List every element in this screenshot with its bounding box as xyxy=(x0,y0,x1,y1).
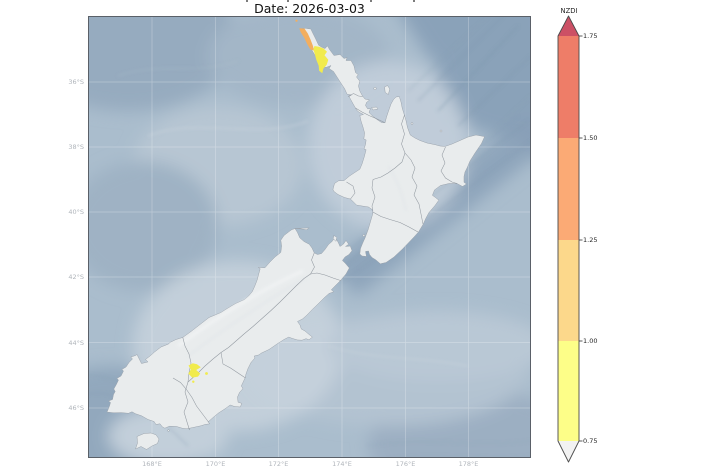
lon-tick-170e: 170°E xyxy=(205,460,226,468)
colorbar-tick-100: 1.00 xyxy=(583,337,598,345)
colorbar-tickmarks xyxy=(579,35,583,442)
colorbar-tick-150: 1.50 xyxy=(583,134,598,142)
colorbar-segment-100-125 xyxy=(558,240,579,341)
lat-tick-36s: 36°S xyxy=(68,78,84,86)
lat-tick-42s: 42°S xyxy=(68,273,84,281)
colorbar-tick-125: 1.25 xyxy=(583,236,598,244)
figure-title: Date: 2026-03-03 xyxy=(254,1,365,16)
drought-patch-aupouri-orange xyxy=(299,28,314,51)
lat-tick-40s: 40°S xyxy=(68,208,84,216)
drought-speck-otago-2 xyxy=(192,380,195,383)
colorbar-under-arrow xyxy=(558,441,579,462)
waiheke-island xyxy=(371,106,379,111)
terrain-shading xyxy=(177,165,407,357)
nzdi-colorbar xyxy=(557,15,583,463)
little-barrier-island xyxy=(373,86,377,91)
clipped-text-fragment xyxy=(370,0,372,2)
colorbar-segment-125-150 xyxy=(558,138,579,240)
colorbar-segment-150-175 xyxy=(558,36,579,138)
lat-tick-46s: 46°S xyxy=(68,404,84,412)
lat-tick-38s: 38°S xyxy=(68,143,84,151)
clipped-text-fragment xyxy=(287,0,289,2)
drought-patch-northland-yellow xyxy=(313,46,329,74)
lon-tick-174e: 174°E xyxy=(332,460,352,468)
lon-tick-176e: 176°E xyxy=(395,460,416,468)
durville-island xyxy=(332,235,338,242)
clipped-text-fragment xyxy=(246,0,248,2)
drought-speck-otago-1 xyxy=(205,372,208,375)
kapiti-island xyxy=(362,234,366,237)
colorbar-segment-075-100 xyxy=(558,341,579,441)
lon-tick-178e: 178°E xyxy=(458,460,479,468)
clipped-text-fragment xyxy=(413,0,415,2)
lon-tick-168e: 168°E xyxy=(142,460,162,468)
stewart-island xyxy=(135,432,160,450)
map-frame xyxy=(88,16,531,458)
lat-tick-44s: 44°S xyxy=(68,339,84,347)
ruapuke-island xyxy=(167,429,170,432)
colorbar-over-arrow xyxy=(558,16,579,36)
drought-patch-three-kings xyxy=(295,19,298,22)
mayor-island xyxy=(410,122,414,125)
colorbar-label: NZDI xyxy=(560,7,578,15)
drought-overlay xyxy=(188,19,329,383)
colorbar-tick-175: 1.75 xyxy=(583,32,598,40)
white-island xyxy=(439,129,443,133)
great-barrier-island xyxy=(384,85,391,95)
region-boundaries xyxy=(172,93,458,431)
colorbar-tick-075: 0.75 xyxy=(583,437,598,445)
new-zealand-map xyxy=(88,16,531,458)
lon-tick-172e: 172°E xyxy=(268,460,289,468)
drought-patch-central-otago xyxy=(188,363,201,378)
north-island xyxy=(299,27,485,265)
